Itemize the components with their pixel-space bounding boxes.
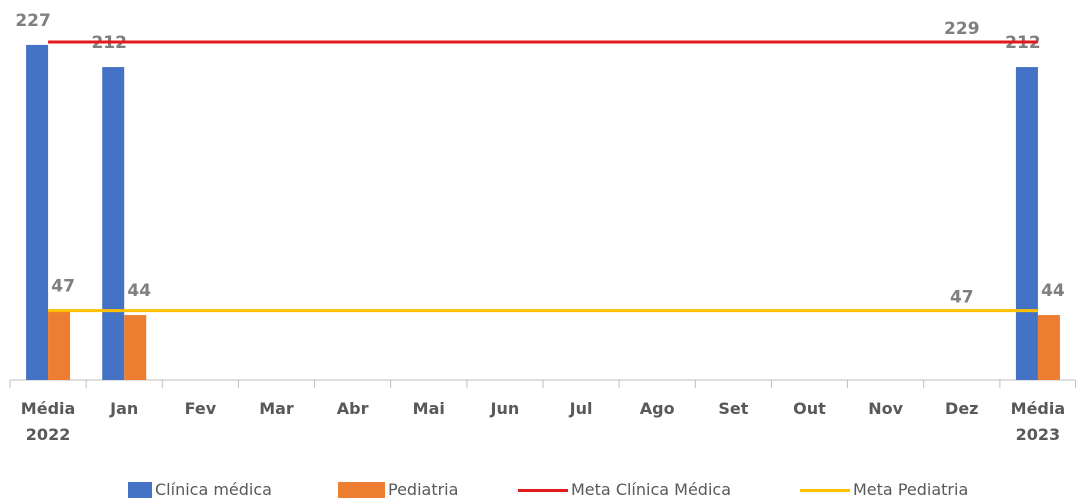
data-label: 44 bbox=[1041, 281, 1065, 301]
bar bbox=[48, 310, 71, 380]
x-tick-label: Dez bbox=[945, 399, 979, 418]
data-label: 47 bbox=[950, 288, 974, 308]
x-tick-label: Mar bbox=[259, 399, 294, 418]
x-tick-label: Ago bbox=[639, 399, 675, 418]
x-tick-label: Média 2023 bbox=[1010, 399, 1066, 444]
x-tick-label: Nov bbox=[868, 399, 904, 418]
x-tick-label: Média 2022 bbox=[20, 399, 76, 444]
x-tick-label: Out bbox=[793, 399, 826, 418]
x-tick-label: Jul bbox=[569, 399, 593, 418]
data-label: 227 bbox=[15, 11, 51, 31]
x-tick-label: Set bbox=[718, 399, 749, 418]
x-tick-label: Fev bbox=[184, 399, 217, 418]
data-label: 229 bbox=[944, 19, 980, 39]
data-label: 47 bbox=[51, 277, 75, 297]
legend-label: Pediatria bbox=[388, 480, 459, 499]
data-label: 44 bbox=[127, 281, 151, 301]
legend-label: Clínica médica bbox=[155, 480, 272, 499]
bar bbox=[102, 67, 125, 380]
legend-swatch bbox=[338, 482, 385, 498]
x-tick-label: Mai bbox=[412, 399, 445, 418]
x-tick-label: Abr bbox=[336, 399, 369, 418]
x-tick-label: Jun bbox=[490, 399, 520, 418]
legend-label: Meta Clínica Médica bbox=[571, 480, 731, 499]
legend-swatch bbox=[800, 489, 850, 492]
bar bbox=[1037, 315, 1060, 380]
bar bbox=[26, 44, 49, 381]
legend-label: Meta Pediatria bbox=[853, 480, 969, 499]
legend-swatch bbox=[518, 489, 568, 492]
bar bbox=[1015, 67, 1038, 380]
legend-swatch bbox=[128, 482, 152, 498]
x-tick-label: Jan bbox=[110, 399, 139, 418]
bar bbox=[124, 315, 147, 380]
